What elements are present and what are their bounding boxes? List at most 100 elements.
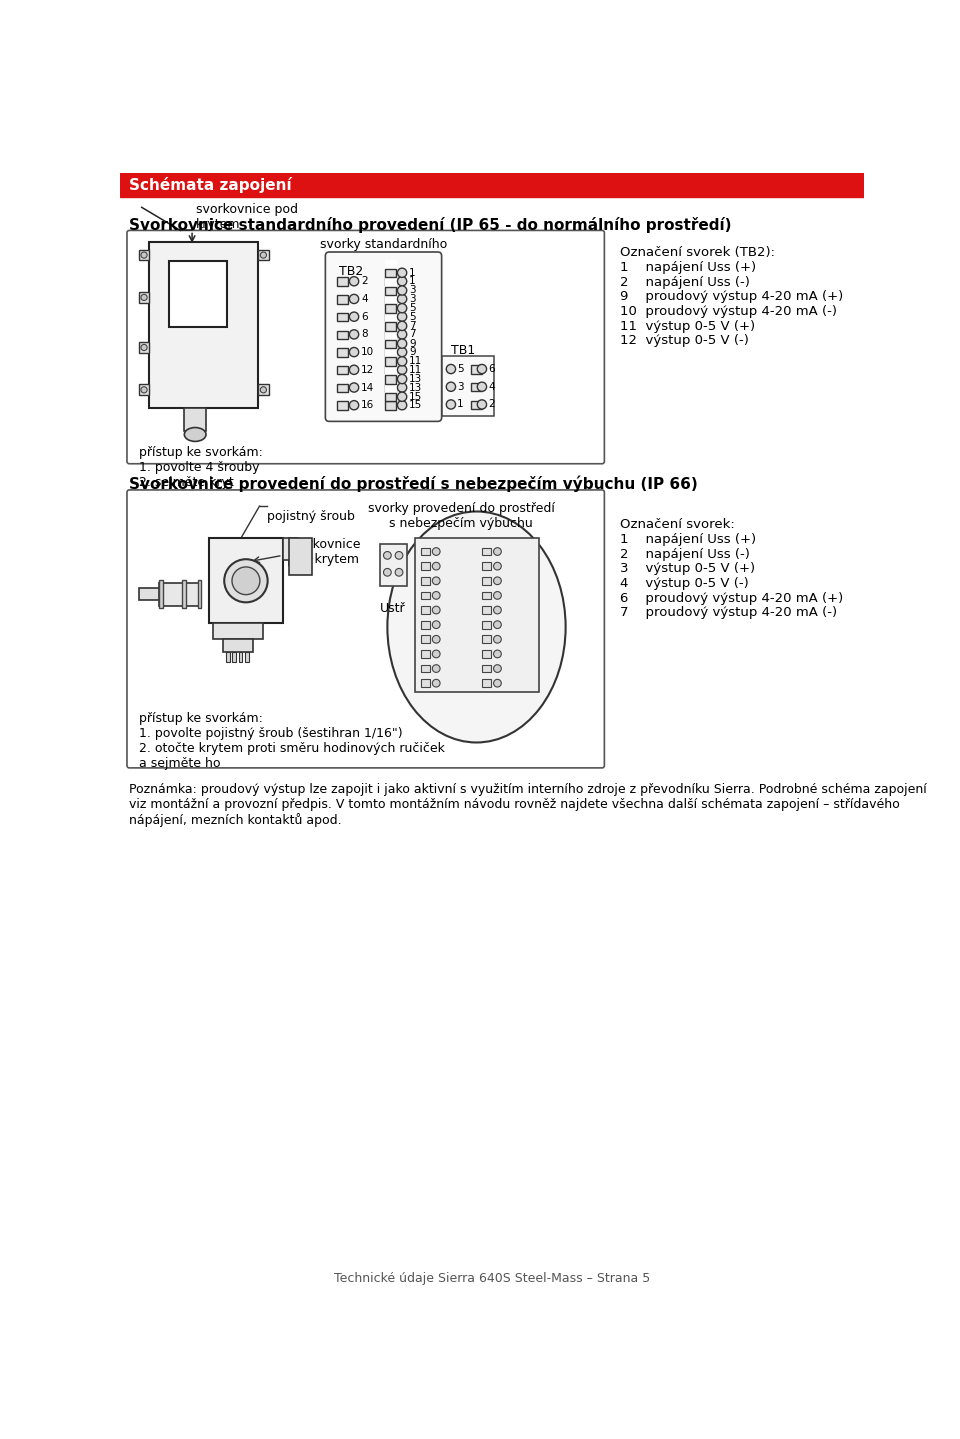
- Bar: [138, 292, 150, 302]
- Bar: [213, 623, 263, 639]
- Circle shape: [383, 568, 392, 576]
- Bar: [420, 665, 430, 672]
- Bar: [415, 538, 539, 692]
- Circle shape: [141, 344, 147, 351]
- Bar: [337, 384, 348, 393]
- Text: 1: 1: [409, 276, 416, 286]
- Text: 1    napájení Uss (+): 1 napájení Uss (+): [620, 262, 756, 275]
- Text: 8: 8: [361, 330, 368, 340]
- Text: přístup ke svorkám:
1. povolte pojistný šroub (šestihran 1/16")
2. otočte krytem: přístup ke svorkám: 1. povolte pojistný …: [139, 712, 445, 770]
- Bar: [138, 342, 150, 353]
- Circle shape: [397, 357, 407, 366]
- Bar: [385, 366, 396, 374]
- FancyBboxPatch shape: [127, 489, 605, 768]
- Text: 4: 4: [442, 590, 447, 600]
- Bar: [258, 250, 269, 260]
- Circle shape: [397, 268, 407, 278]
- Text: 12: 12: [467, 663, 479, 673]
- Circle shape: [349, 366, 359, 374]
- Bar: [420, 563, 430, 570]
- Text: Poznámka: proudový výstup lze zapojit i jako aktivní s využitím interního zdroje: Poznámka: proudový výstup lze zapojit i …: [130, 783, 927, 826]
- Circle shape: [225, 560, 268, 603]
- Bar: [482, 606, 492, 614]
- Text: 6    proudový výstup 4-20 mA (+): 6 proudový výstup 4-20 mA (+): [620, 591, 843, 604]
- Bar: [158, 583, 202, 606]
- Circle shape: [493, 650, 501, 658]
- Text: 9: 9: [409, 347, 416, 357]
- Circle shape: [396, 568, 403, 576]
- Bar: [223, 639, 252, 652]
- Text: svorky provedení do prostředí
s nebezpečím výbuchu: svorky provedení do prostředí s nebezpeč…: [368, 502, 555, 530]
- Text: 15: 15: [467, 620, 479, 630]
- Text: 6: 6: [361, 312, 368, 322]
- Text: 3: 3: [442, 576, 447, 586]
- Bar: [283, 538, 299, 560]
- Text: 3: 3: [409, 285, 416, 295]
- Circle shape: [397, 340, 407, 348]
- Circle shape: [397, 312, 407, 321]
- Circle shape: [232, 567, 260, 594]
- Bar: [420, 620, 430, 629]
- Text: 14: 14: [361, 383, 374, 393]
- Circle shape: [432, 665, 440, 672]
- Text: Ustř: Ustř: [380, 603, 406, 616]
- Circle shape: [141, 295, 147, 301]
- Bar: [198, 580, 202, 609]
- Bar: [385, 305, 396, 312]
- Circle shape: [397, 374, 407, 384]
- Text: 14: 14: [467, 635, 479, 645]
- Bar: [337, 348, 348, 357]
- Text: 5: 5: [409, 304, 416, 314]
- Text: 17: 17: [467, 590, 479, 600]
- Bar: [289, 538, 312, 576]
- Circle shape: [493, 606, 501, 614]
- Circle shape: [432, 636, 440, 643]
- Text: TB2: TB2: [339, 265, 363, 278]
- Text: svorkovnice pod
krytem: svorkovnice pod krytem: [196, 203, 298, 232]
- Text: 1: 1: [409, 268, 416, 278]
- Circle shape: [397, 400, 407, 410]
- Ellipse shape: [184, 427, 206, 442]
- Bar: [482, 548, 492, 555]
- Text: 11  výstup 0-5 V (+): 11 výstup 0-5 V (+): [620, 319, 755, 332]
- Text: 4: 4: [488, 381, 494, 391]
- Bar: [385, 259, 396, 268]
- Text: svorky standardního
provedení: svorky standardního provedení: [320, 237, 447, 266]
- Text: 19: 19: [467, 561, 479, 571]
- Text: 2: 2: [488, 400, 494, 410]
- Bar: [139, 589, 162, 600]
- Text: 7: 7: [409, 330, 416, 340]
- Circle shape: [397, 276, 407, 286]
- Circle shape: [397, 393, 407, 401]
- Bar: [138, 250, 150, 260]
- Bar: [337, 312, 348, 321]
- Circle shape: [349, 400, 359, 410]
- Text: 5: 5: [442, 604, 448, 614]
- Circle shape: [397, 286, 407, 295]
- Text: 2: 2: [442, 561, 448, 571]
- Circle shape: [493, 665, 501, 672]
- Bar: [227, 652, 230, 662]
- Circle shape: [397, 366, 407, 374]
- Bar: [385, 295, 396, 304]
- Bar: [385, 312, 396, 321]
- Text: svorkovnice
pod krytem: svorkovnice pod krytem: [287, 538, 361, 567]
- FancyBboxPatch shape: [127, 230, 605, 463]
- Bar: [239, 652, 243, 662]
- Bar: [385, 312, 396, 321]
- Circle shape: [349, 295, 359, 304]
- Bar: [150, 242, 258, 407]
- Bar: [385, 331, 396, 340]
- Bar: [420, 577, 430, 584]
- Bar: [482, 665, 492, 672]
- Circle shape: [141, 252, 147, 258]
- Bar: [337, 278, 348, 286]
- Circle shape: [432, 577, 440, 584]
- Bar: [385, 322, 396, 331]
- Bar: [385, 269, 396, 278]
- Bar: [420, 636, 430, 643]
- Text: 12  výstup 0-5 V (-): 12 výstup 0-5 V (-): [620, 334, 749, 347]
- Text: 13: 13: [409, 374, 422, 384]
- Bar: [385, 357, 396, 366]
- Circle shape: [493, 636, 501, 643]
